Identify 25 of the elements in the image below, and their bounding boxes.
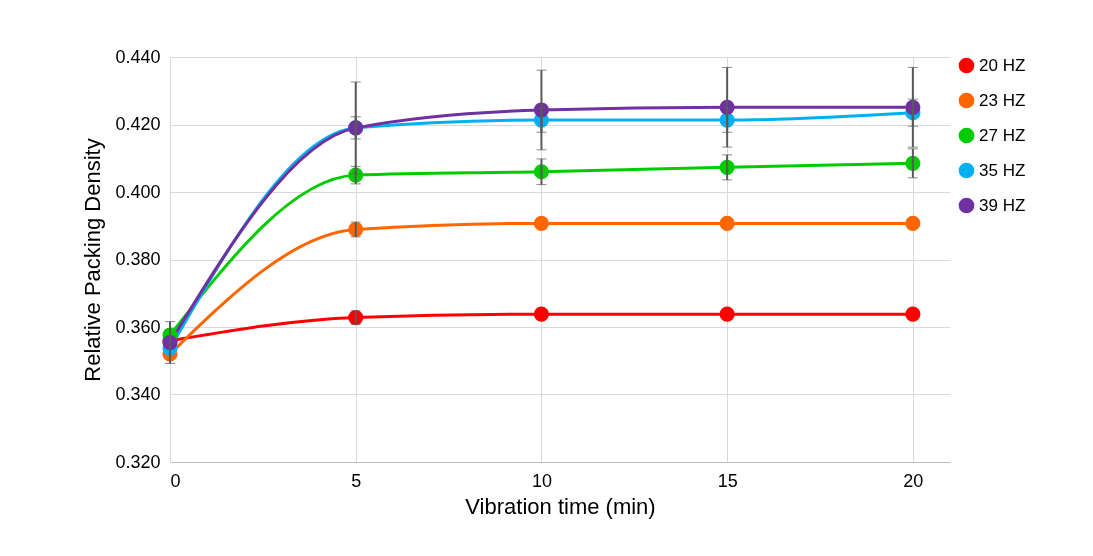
point [719, 306, 735, 322]
legend-label: 39 HZ [979, 195, 1026, 215]
y-tick-label: 0.340 [115, 384, 161, 404]
x-tick-label: 10 [531, 470, 552, 491]
x-tick-label: 15 [717, 470, 738, 491]
point [533, 215, 550, 231]
x-tick-label: 0 [170, 470, 181, 491]
x-tick-label: 20 [903, 470, 924, 491]
y-tick-label: 0.400 [115, 181, 161, 202]
point [533, 306, 550, 322]
point [905, 306, 921, 322]
x-tick-label: 5 [351, 470, 362, 491]
point [719, 215, 735, 231]
legend-label: 23 HZ [979, 90, 1026, 110]
y-tick-label: 0.360 [115, 316, 161, 337]
y-tick-label: 0.380 [115, 249, 161, 269]
y-axis-title: Relative Packing Density [80, 138, 106, 382]
y-tick-label: 0.440 [115, 46, 161, 67]
legend-label: 35 HZ [979, 160, 1026, 180]
point [905, 215, 921, 231]
x-axis-title: Vibration time (min) [465, 493, 656, 519]
legend-label: 20 HZ [979, 55, 1026, 75]
y-tick-label: 0.420 [115, 114, 161, 134]
legend-label: 27 HZ [979, 125, 1026, 145]
y-tick-label: 0.320 [115, 451, 161, 472]
